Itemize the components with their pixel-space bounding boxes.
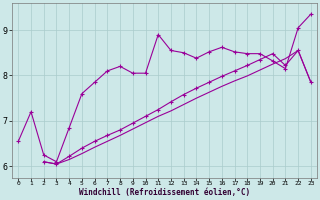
X-axis label: Windchill (Refroidissement éolien,°C): Windchill (Refroidissement éolien,°C) [79,188,250,197]
